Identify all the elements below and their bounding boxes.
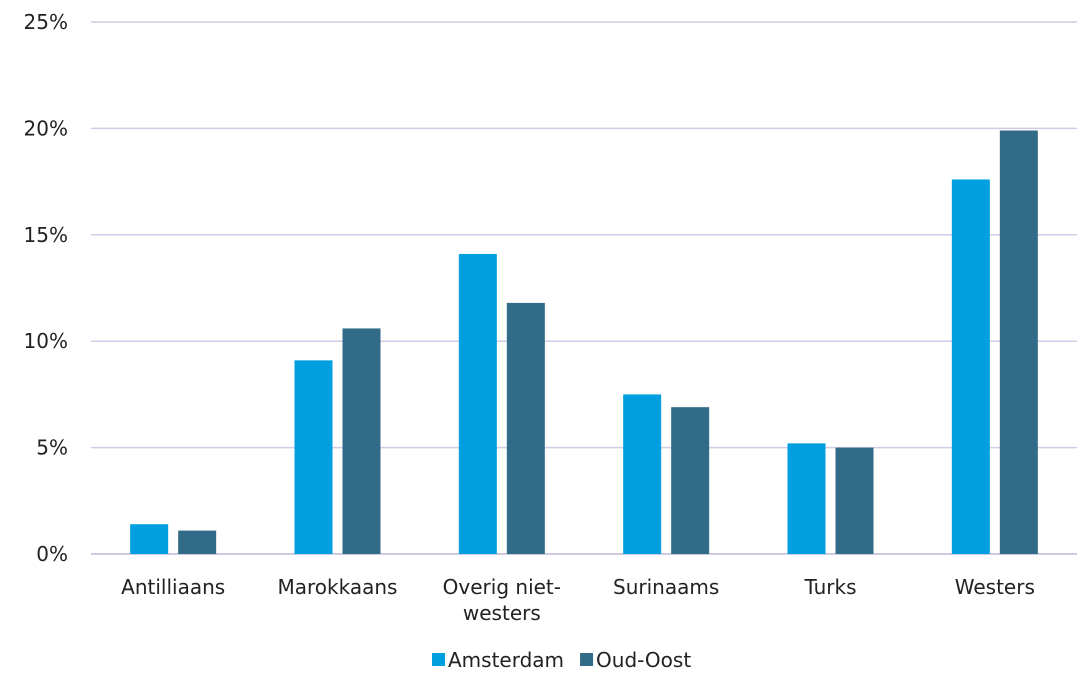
bar-oud-oost-0 bbox=[178, 530, 217, 554]
y-tick-label: 25% bbox=[24, 10, 68, 34]
x-tick-label: Overig niet-westers bbox=[443, 575, 561, 625]
legend-label: Oud-Oost bbox=[596, 648, 691, 672]
x-tick-label: Marokkaans bbox=[278, 575, 398, 599]
bar-oud-oost-5 bbox=[999, 130, 1038, 554]
y-axis-ticks: 0% 5% 10% 15% 20% 25% bbox=[24, 10, 68, 566]
bar-oud-oost-4 bbox=[835, 447, 874, 554]
y-tick-label: 15% bbox=[24, 223, 68, 247]
x-tick-label-line: Westers bbox=[955, 575, 1035, 599]
y-tick-label: 10% bbox=[24, 329, 68, 353]
x-tick-label-line: Turks bbox=[803, 575, 856, 599]
x-tick-label-line: westers bbox=[463, 601, 541, 625]
x-tick-label-line: Surinaams bbox=[613, 575, 719, 599]
bars bbox=[130, 130, 1038, 555]
legend-label: Amsterdam bbox=[448, 648, 564, 672]
bar-amsterdam-1 bbox=[294, 360, 333, 554]
bar-oud-oost-2 bbox=[506, 302, 545, 554]
x-tick-label-line: Overig niet- bbox=[443, 575, 561, 599]
bar-amsterdam-3 bbox=[623, 394, 662, 554]
x-tick-label: Surinaams bbox=[613, 575, 719, 599]
gridlines bbox=[91, 21, 1077, 555]
y-tick-label: 20% bbox=[24, 116, 68, 140]
x-tick-label: Turks bbox=[803, 575, 856, 599]
bar-amsterdam-4 bbox=[787, 443, 826, 554]
y-tick-label: 0% bbox=[36, 542, 68, 566]
bar-amsterdam-2 bbox=[458, 253, 497, 554]
bar-oud-oost-1 bbox=[342, 328, 381, 554]
legend-swatch bbox=[580, 653, 594, 666]
x-tick-label-line: Marokkaans bbox=[278, 575, 398, 599]
bar-oud-oost-3 bbox=[671, 407, 710, 554]
x-tick-label-line: Antilliaans bbox=[121, 575, 225, 599]
legend-swatch bbox=[432, 653, 445, 666]
y-tick-label: 5% bbox=[36, 436, 68, 460]
x-axis-labels: Antilliaans Marokkaans Overig niet-westers… bbox=[121, 575, 1035, 625]
x-tick-label: Antilliaans bbox=[121, 575, 225, 599]
bar-amsterdam-0 bbox=[130, 524, 169, 554]
x-tick-label: Westers bbox=[955, 575, 1035, 599]
legend: Amsterdam Oud-Oost bbox=[432, 648, 691, 672]
bar-amsterdam-5 bbox=[951, 179, 990, 555]
